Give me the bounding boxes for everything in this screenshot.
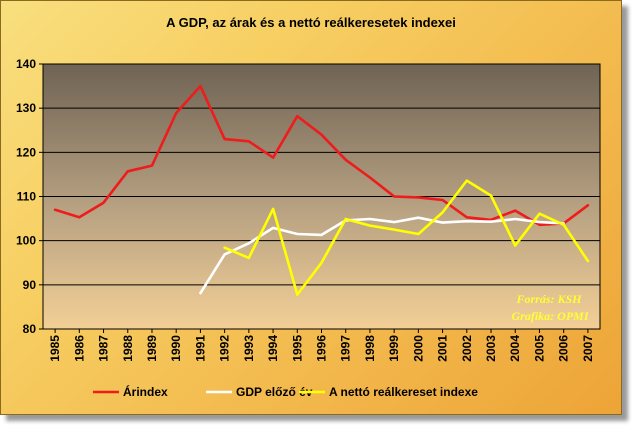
gridlines	[43, 107, 600, 286]
x-tick-label: 1987	[97, 335, 111, 362]
x-tick-label: 2006	[557, 335, 571, 362]
x-tick-label: 2002	[460, 335, 474, 362]
x-tick-label: 2003	[484, 335, 498, 362]
legend: Árindex GDP előző év A nettó reálkereset i…	[93, 384, 478, 399]
legend-label: A nettó reálkereset indexe	[329, 385, 478, 399]
y-tick-label: 80	[23, 322, 37, 336]
y-tick-label: 110	[17, 190, 37, 204]
series-line-3	[223, 179, 590, 296]
x-tick-label: 2001	[436, 335, 450, 362]
y-tick-label: 140	[16, 57, 36, 71]
y-axis-ticks: 80 90 100 110 120 130 140	[16, 57, 43, 336]
x-tick-label: 1995	[290, 335, 304, 362]
x-tick-label: 2004	[508, 335, 522, 362]
x-tick-label: 1999	[387, 335, 401, 362]
y-tick-label: 90	[23, 278, 37, 292]
x-axis-ticks: 1985 1986 1987 1988 1989 1990 1991 1992 1993 1994…	[48, 329, 595, 362]
x-tick-label: 1994	[266, 335, 280, 362]
legend-label: GDP előző év	[236, 385, 313, 399]
x-tick-label: 2007	[581, 335, 595, 362]
source-annotation: Forrás: KSH	[515, 292, 582, 306]
x-tick-label: 1986	[72, 335, 86, 362]
x-tick-label: 1992	[218, 335, 232, 362]
x-tick-label: 1998	[363, 335, 377, 362]
x-tick-label: 1993	[242, 335, 256, 362]
y-tick-label: 120	[16, 145, 36, 159]
x-tick-label: 1988	[121, 335, 135, 362]
x-tick-label: 1990	[169, 335, 183, 362]
series-lines	[53, 84, 590, 296]
x-tick-label: 2000	[411, 335, 425, 362]
x-tick-label: 1997	[339, 335, 353, 362]
x-tick-label: 1996	[315, 335, 329, 362]
x-tick-label: 1989	[145, 335, 159, 362]
y-tick-label: 130	[16, 101, 36, 115]
x-tick-label: 1991	[193, 335, 207, 362]
x-tick-label: 1985	[48, 335, 62, 362]
chart-frame: A GDP, az árak és a nettó reálkeresetek …	[0, 0, 622, 415]
legend-label: Árindex	[123, 384, 168, 399]
chart-title: A GDP, az árak és a nettó reálkeresetek …	[166, 15, 456, 30]
graphics-annotation: Grafika: OPMI	[512, 309, 590, 323]
y-tick-label: 100	[16, 234, 36, 248]
chart: A GDP, az árak és a nettó reálkeresetek …	[16, 15, 601, 399]
series-line-1	[53, 84, 590, 227]
x-tick-label: 2005	[532, 335, 546, 362]
